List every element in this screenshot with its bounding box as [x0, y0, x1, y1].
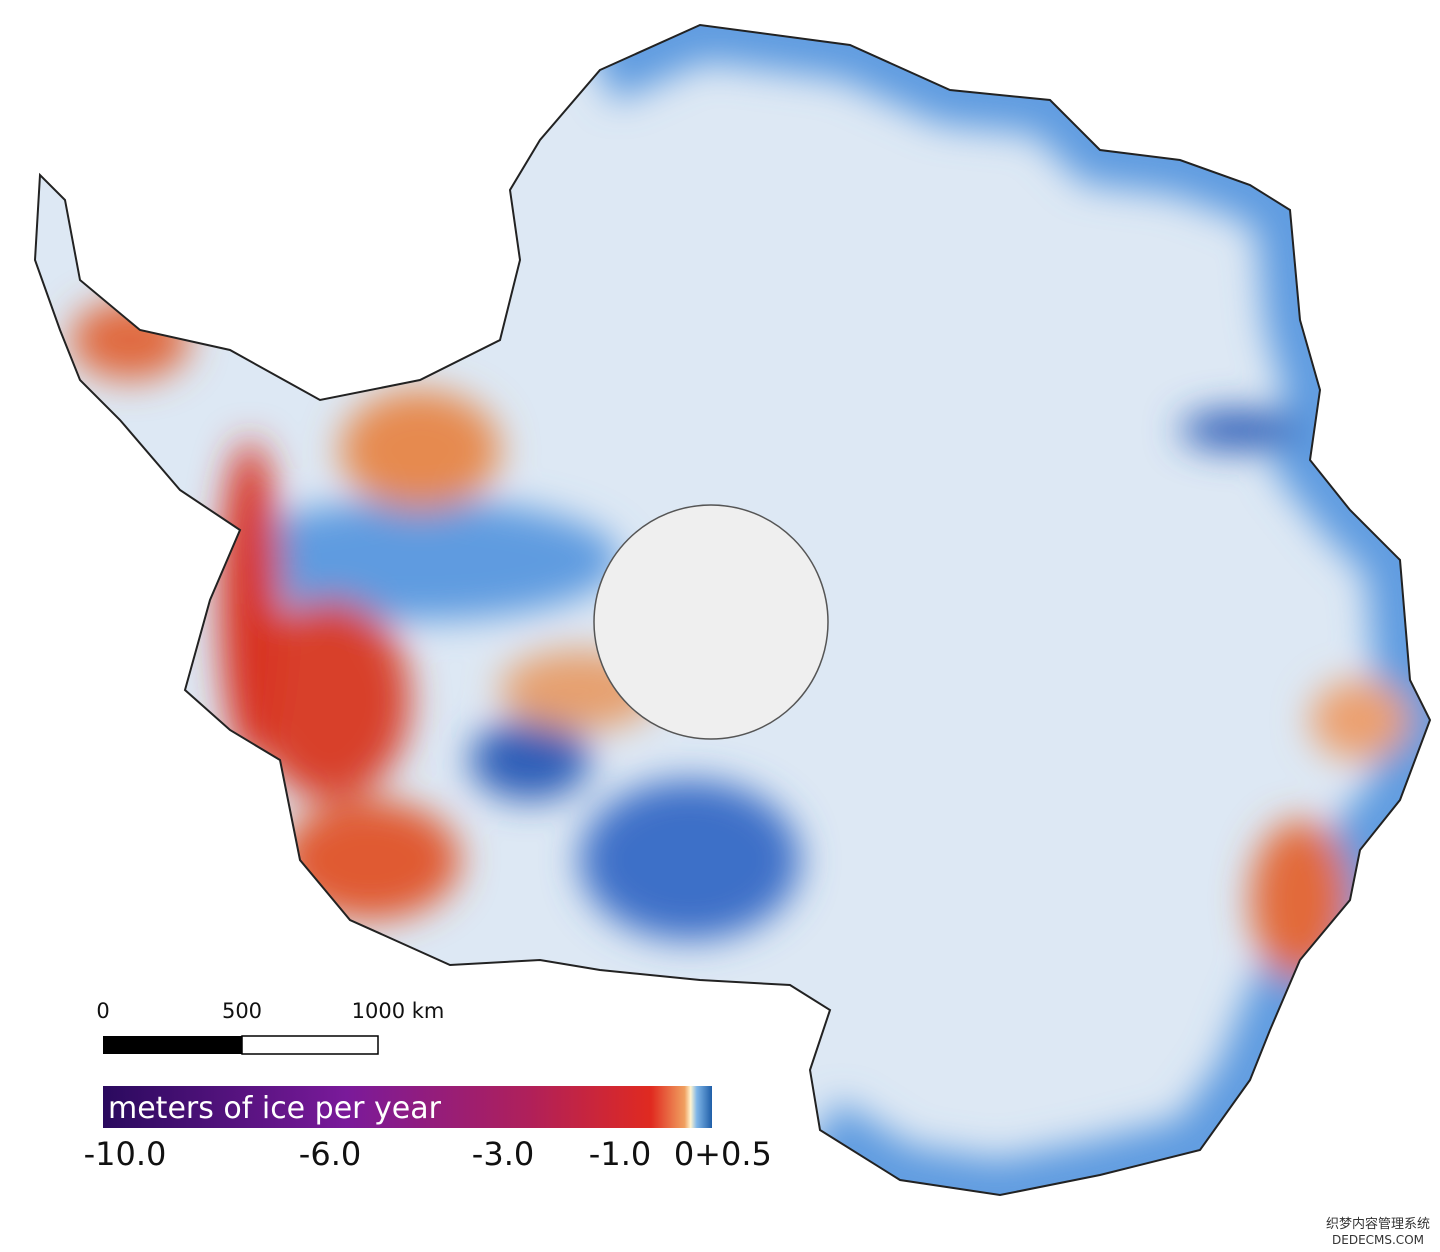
legend-tick: 0: [674, 1135, 694, 1173]
watermark-text: 织梦内容管理系统: [1326, 1216, 1430, 1232]
watermark: 织梦内容管理系统 DEDECMS.COM: [1326, 1216, 1430, 1247]
watermark-text: DEDECMS.COM: [1332, 1233, 1424, 1247]
legend-title: meters of ice per year: [108, 1091, 442, 1126]
legend-tick: -1.0: [589, 1135, 651, 1173]
legend-tick: +0.5: [694, 1135, 772, 1173]
color-legend: meters of ice per year -10.0 -6.0 -3.0 -…: [84, 1086, 772, 1173]
scale-label: 1000 km: [352, 999, 445, 1023]
scale-bar: 0 500 1000 km: [96, 999, 445, 1055]
legend-tick: -3.0: [472, 1135, 534, 1173]
legend-tick: -10.0: [84, 1135, 167, 1173]
scale-label: 0: [96, 999, 109, 1023]
scale-label: 500: [222, 999, 262, 1023]
legend-tick: -6.0: [299, 1135, 361, 1173]
